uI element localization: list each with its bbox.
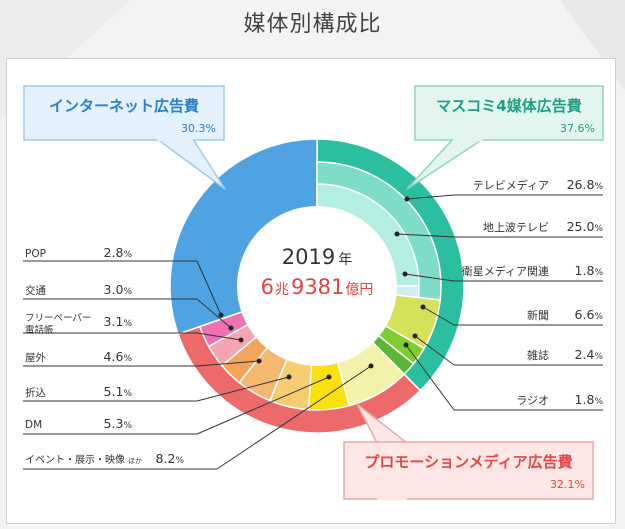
leader-dot-4 <box>412 333 418 339</box>
right-label-1 <box>394 231 603 238</box>
left-label-3 <box>23 358 262 367</box>
label-l-2-b: 電話帳 <box>25 324 54 336</box>
page-title: 媒体別構成比 <box>243 12 382 37</box>
leader-line-4 <box>414 335 455 366</box>
value-l-4: 5.1% <box>104 384 133 399</box>
right-label-3 <box>420 304 603 326</box>
leader-dot-l-1 <box>228 325 234 331</box>
value-l-1: 3.0% <box>104 282 133 297</box>
callout-mass-media-title: マスコミ4媒体広告費 <box>436 97 581 115</box>
leader-line-1 <box>396 233 455 238</box>
leader-dot-0 <box>404 196 410 202</box>
right-label-5 <box>403 342 603 411</box>
center-total: 6兆9381億円 <box>261 275 374 299</box>
callout-promotion-box <box>343 441 594 500</box>
value-l-3: 4.6% <box>104 349 133 364</box>
leader-line-l-1 <box>196 298 232 329</box>
value-5: 1.8% <box>575 392 604 407</box>
callout-internet-title: インターネット広告費 <box>49 97 199 115</box>
callout-promotion-value: 32.1% <box>550 478 585 491</box>
label-l-5: DM <box>25 419 42 431</box>
left-label-6 <box>23 363 374 470</box>
leader-dot-l-3 <box>256 358 262 364</box>
label-l-1: 交通 <box>25 284 46 297</box>
callout-internet-value: 30.3% <box>181 122 216 135</box>
label-2: 衛星メディア関連 <box>462 264 549 278</box>
callout-mass-media-box <box>414 85 604 141</box>
right-label-4 <box>412 333 603 366</box>
callout-mass-media-pointer <box>406 138 484 190</box>
value-2: 1.8% <box>575 263 604 278</box>
label-4: 雑誌 <box>527 348 549 362</box>
label-1: 地上波テレビ <box>483 221 549 234</box>
value-1: 25.0% <box>567 219 604 234</box>
donut-chart: 2019 年 6兆9381億円 インターネット広告費 30.3% マスコミ4媒体広告費 37… <box>23 85 604 501</box>
leader-dot-l-5 <box>326 374 332 380</box>
value-l-5: 5.3% <box>104 416 133 431</box>
value-l-2: 3.1% <box>104 314 133 329</box>
label-3: 新聞 <box>527 308 549 322</box>
left-label-0 <box>23 260 224 318</box>
value-l-6: 8.2% <box>156 451 185 466</box>
leader-line-l-5 <box>196 376 330 435</box>
leader-line-l-0 <box>196 260 222 316</box>
leader-line-l-2 <box>196 332 242 341</box>
leader-line-l-6 <box>216 365 372 470</box>
value-3: 6.6% <box>575 307 604 322</box>
label-l-4: 折込 <box>25 386 46 399</box>
callout-internet-box <box>23 85 225 141</box>
label-l-3: 屋外 <box>25 352 46 364</box>
right-label-0 <box>404 194 603 202</box>
value-4: 2.4% <box>575 347 604 362</box>
leader-line-l-3 <box>196 360 260 367</box>
label-5: ラジオ <box>516 394 549 407</box>
leader-dot-5 <box>403 342 409 348</box>
right-label-2 <box>402 271 603 282</box>
leader-dot-l-6 <box>368 363 374 369</box>
leader-dot-1 <box>394 231 400 237</box>
callout-internet-pointer <box>156 138 226 190</box>
chart-panel: 2019 年 6兆9381億円 インターネット広告費 30.3% マスコミ4媒体広告費 37… <box>6 58 616 524</box>
donut-center <box>237 206 397 366</box>
label-l-6: イベント・展示・映像 ほか <box>25 454 142 466</box>
leader-dot-3 <box>420 304 426 310</box>
label-0: テレビメディア <box>473 178 549 192</box>
callout-mass-media-value: 37.6% <box>560 122 595 135</box>
leader-line-2 <box>404 273 455 282</box>
left-label-5 <box>23 374 332 435</box>
left-label-1 <box>23 298 234 331</box>
leader-line-5 <box>405 344 455 411</box>
leader-line-3 <box>422 306 455 326</box>
center-year: 2019 年 <box>282 245 352 269</box>
leader-dot-2 <box>402 271 408 277</box>
leader-dot-l-2 <box>238 337 244 343</box>
leader-line-0 <box>406 194 455 200</box>
leader-dot-l-0 <box>218 312 224 318</box>
callout-promotion-title: プロモーションメディア広告費 <box>364 453 572 471</box>
value-0: 26.8% <box>567 177 604 192</box>
left-label-2 <box>23 332 244 343</box>
left-label-4 <box>23 374 292 402</box>
label-l-2-a: フリーペーパー <box>25 313 91 324</box>
value-l-0: 2.8% <box>104 245 133 260</box>
leader-line-l-4 <box>196 376 290 402</box>
leader-dot-l-4 <box>286 374 292 380</box>
label-l-0: POP <box>25 248 46 260</box>
